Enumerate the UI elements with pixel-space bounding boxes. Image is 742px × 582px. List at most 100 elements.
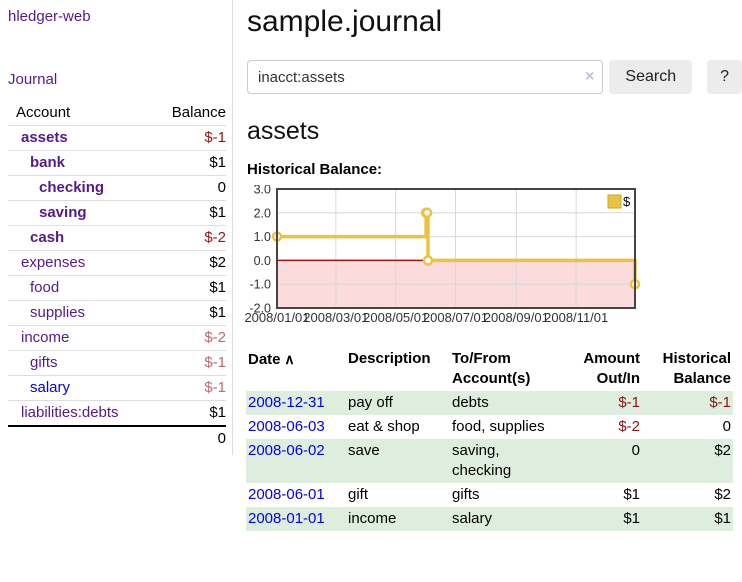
account-link[interactable]: food (30, 279, 60, 296)
y-axis-tick-label: -2.0 (249, 302, 271, 316)
transaction-date-link[interactable]: 2008-06-01 (248, 486, 325, 503)
transaction-row: 2008-01-01 income salary $1 $1 (246, 507, 733, 531)
account-balance: $1 (209, 404, 226, 421)
transaction-accounts: debts (452, 394, 489, 411)
account-balance: $-2 (204, 229, 226, 246)
account-row: liabilities:debts $1 (8, 400, 226, 427)
transaction-amount: 0 (631, 442, 640, 459)
sidebar: hledger-web Journal Account Balance asse… (0, 0, 233, 455)
register-header-tofrom: To/From Account(s) (450, 347, 560, 391)
transaction-amount: $-2 (618, 418, 640, 435)
account-link[interactable]: income (21, 329, 70, 346)
transaction-balance: $-1 (709, 394, 731, 411)
transaction-row: 2008-12-31 pay off debts $-1 $-1 (246, 391, 733, 415)
sidebar-item-journal[interactable]: Journal (8, 71, 58, 88)
header-label: Description (348, 350, 431, 367)
transaction-date-link[interactable]: 2008-06-02 (248, 442, 325, 459)
main-content: sample.journal × Search ? assets Histori… (244, 0, 742, 531)
transaction-balance: $2 (714, 486, 731, 503)
account-balance: $1 (209, 304, 226, 321)
account-row: food $1 (8, 275, 226, 301)
transaction-description: eat & shop (348, 418, 420, 435)
account-link[interactable]: checking (39, 179, 105, 196)
transaction-amount: $-1 (618, 394, 640, 411)
account-row: supplies $1 (8, 300, 226, 326)
account-row: salary $-1 (8, 375, 226, 401)
transaction-accounts: food, supplies (452, 418, 545, 435)
transaction-balance: 0 (722, 418, 731, 435)
header-label: Out/In (596, 370, 640, 387)
accounts-header-account: Account (16, 104, 71, 121)
accounts-total-value: 0 (217, 430, 226, 447)
x-axis-tick-label: 2008/05/01 (363, 310, 428, 325)
x-axis-tick-label: 2008/09/01 (484, 310, 549, 325)
transaction-date-cell: 2008-01-01 (246, 507, 346, 531)
y-axis-tick-label: 1.0 (254, 230, 271, 244)
account-link[interactable]: liabilities:debts (21, 404, 119, 421)
transaction-date-link[interactable]: 2008-12-31 (248, 394, 325, 411)
x-axis-tick-label: 2008/11/01 (544, 310, 608, 325)
transaction-date-link[interactable]: 2008-01-01 (248, 510, 325, 527)
search-input[interactable] (247, 60, 604, 94)
account-link[interactable]: gifts (30, 354, 58, 371)
account-link[interactable]: salary (30, 379, 71, 396)
account-row: cash $-2 (8, 225, 226, 251)
account-balance: $-2 (204, 329, 226, 346)
transaction-balance: $2 (714, 442, 731, 459)
transaction-description: save (348, 442, 380, 459)
account-link[interactable]: bank (30, 154, 66, 171)
transaction-date-cell: 2008-12-31 (246, 391, 346, 415)
data-point-marker (421, 207, 433, 219)
account-balance: $1 (209, 204, 226, 221)
account-heading: assets (247, 117, 320, 145)
account-link[interactable]: expenses (21, 254, 86, 271)
transaction-accounts: salary (452, 510, 493, 527)
search-box: × (247, 60, 604, 94)
account-row: expenses $2 (8, 250, 226, 276)
transaction-date-cell: 2008-06-03 (246, 415, 346, 439)
transaction-description: income (348, 510, 397, 527)
account-row: bank $1 (8, 150, 226, 176)
account-link[interactable]: cash (30, 229, 65, 246)
transaction-date-link[interactable]: 2008-06-03 (248, 418, 325, 435)
chart-svg: $3.0 2.0 1.0 0.0 -1.0 -2.02008/01/012008/03/0… (244, 183, 641, 325)
transaction-description: pay off (348, 394, 393, 411)
header-label: Balance (673, 370, 731, 387)
header-label: Date (248, 351, 281, 368)
x-axis-tick-label: 2008/03/01 (303, 310, 368, 325)
transaction-row: 2008-06-02 save saving, checking 0 $2 (246, 439, 733, 483)
help-button[interactable]: ? (707, 60, 742, 94)
transaction-date-cell: 2008-06-01 (246, 483, 346, 507)
account-balance: $1 (209, 279, 226, 296)
register-header-historical: Historical Balance (642, 347, 733, 391)
x-axis-tick-label: 2008/07/01 (423, 310, 488, 325)
legend-label: $ (623, 194, 631, 209)
transaction-accounts: gifts (452, 486, 480, 503)
register-header-amount: Amount Out/In (560, 347, 642, 391)
data-point-marker (422, 255, 434, 266)
y-axis-tick-label: 3.0 (254, 185, 271, 197)
clear-search-icon[interactable]: × (585, 68, 595, 85)
register-header-description: Description (346, 347, 450, 391)
account-link[interactable]: supplies (30, 304, 86, 321)
account-link[interactable]: saving (39, 204, 87, 221)
transaction-row: 2008-06-03 eat & shop food, supplies $-2 0 (246, 415, 733, 439)
account-balance: $2 (209, 254, 226, 271)
sort-ascending-icon: ∧ (280, 351, 295, 367)
account-row: assets $-1 (8, 125, 226, 151)
account-balance: $1 (209, 154, 226, 171)
y-axis-tick-label: -1.0 (249, 278, 271, 292)
search-form: × Search ? (247, 60, 742, 94)
transaction-date-cell: 2008-06-02 (246, 439, 346, 483)
search-button[interactable]: Search (609, 60, 693, 94)
register-header-row: Date ∧ Description To/From Account(s) Amount… (246, 347, 733, 391)
account-balance: $-1 (204, 379, 226, 396)
accounts-total-row: 0 (8, 426, 226, 451)
page-title: sample.journal (247, 5, 443, 38)
chart-title: Historical Balance: (247, 161, 383, 178)
app-title-link[interactable]: hledger-web (8, 8, 91, 25)
account-row: checking 0 (8, 175, 226, 201)
account-link[interactable]: assets (21, 129, 68, 146)
transaction-row: 2008-06-01 gift gifts $1 $2 (246, 483, 733, 507)
plot-border (276, 188, 636, 309)
